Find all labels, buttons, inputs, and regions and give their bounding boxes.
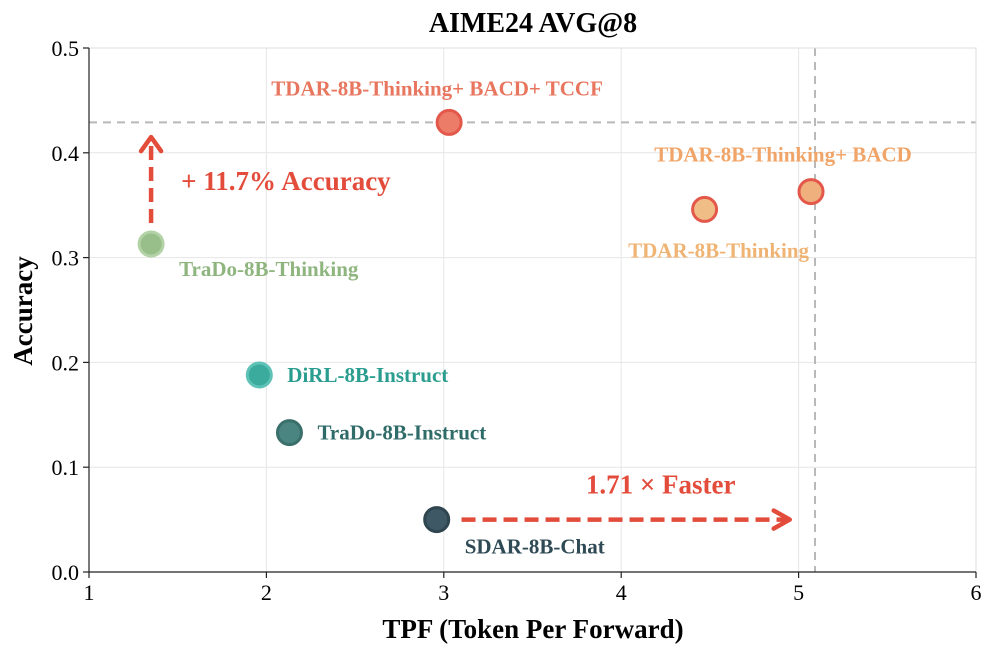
annotations: + 11.7% Accuracy 1.71 × Faster (138, 134, 792, 531)
plot-frame (88, 47, 977, 573)
x-axis-label: TPF (Token Per Forward) (382, 614, 683, 644)
data-point (245, 361, 273, 389)
data-point (435, 108, 463, 136)
y-ticks: 0.0 0.1 0.2 0.3 0.4 0.5 (52, 36, 89, 585)
annotation-arrow-head (138, 134, 164, 154)
y-axis-label: Accuracy (8, 256, 38, 366)
point-label: SDAR-8B-Chat (465, 535, 605, 559)
point-labels: SDAR-8B-Chat TraDo-8B-Instruct DiRL-8B-Ins… (179, 76, 912, 558)
grid (88, 47, 977, 573)
y-tick-label: 0.0 (52, 560, 80, 585)
data-points (137, 108, 825, 534)
x-tick-label: 2 (261, 580, 272, 605)
point-label: TDAR-8B-Thinking+ BACD (654, 143, 912, 167)
annotation-arrow-head (771, 508, 792, 531)
chart-title: AIME24 AVG@8 (429, 8, 637, 39)
annotation-label: + 11.7% Accuracy (181, 166, 391, 196)
reference-lines (89, 48, 976, 572)
x-tick-label: 6 (971, 580, 982, 605)
point-label: TDAR-8B-Thinking+ BACD+ TCCF (271, 76, 603, 100)
x-tick-label: 1 (84, 580, 95, 605)
x-tick-label: 5 (793, 580, 804, 605)
data-point (423, 506, 451, 534)
data-point (691, 195, 719, 223)
y-tick-label: 0.2 (52, 350, 80, 375)
x-tick-label: 4 (616, 580, 627, 605)
point-label: TDAR-8B-Thinking (628, 238, 809, 262)
y-tick-label: 0.3 (52, 246, 80, 271)
point-label: DiRL-8B-Instruct (287, 363, 448, 387)
x-ticks: 1 2 3 4 5 6 (84, 572, 982, 605)
annotation-label: 1.71 × Faster (586, 470, 736, 500)
point-label: TraDo-8B-Instruct (317, 421, 486, 445)
data-point (797, 178, 825, 206)
x-tick-label: 3 (438, 580, 449, 605)
y-tick-label: 0.5 (52, 36, 80, 61)
data-point (275, 419, 303, 447)
point-label: TraDo-8B-Thinking (179, 257, 359, 281)
y-tick-label: 0.1 (52, 455, 80, 480)
data-point (137, 230, 165, 258)
y-tick-label: 0.4 (52, 141, 80, 166)
